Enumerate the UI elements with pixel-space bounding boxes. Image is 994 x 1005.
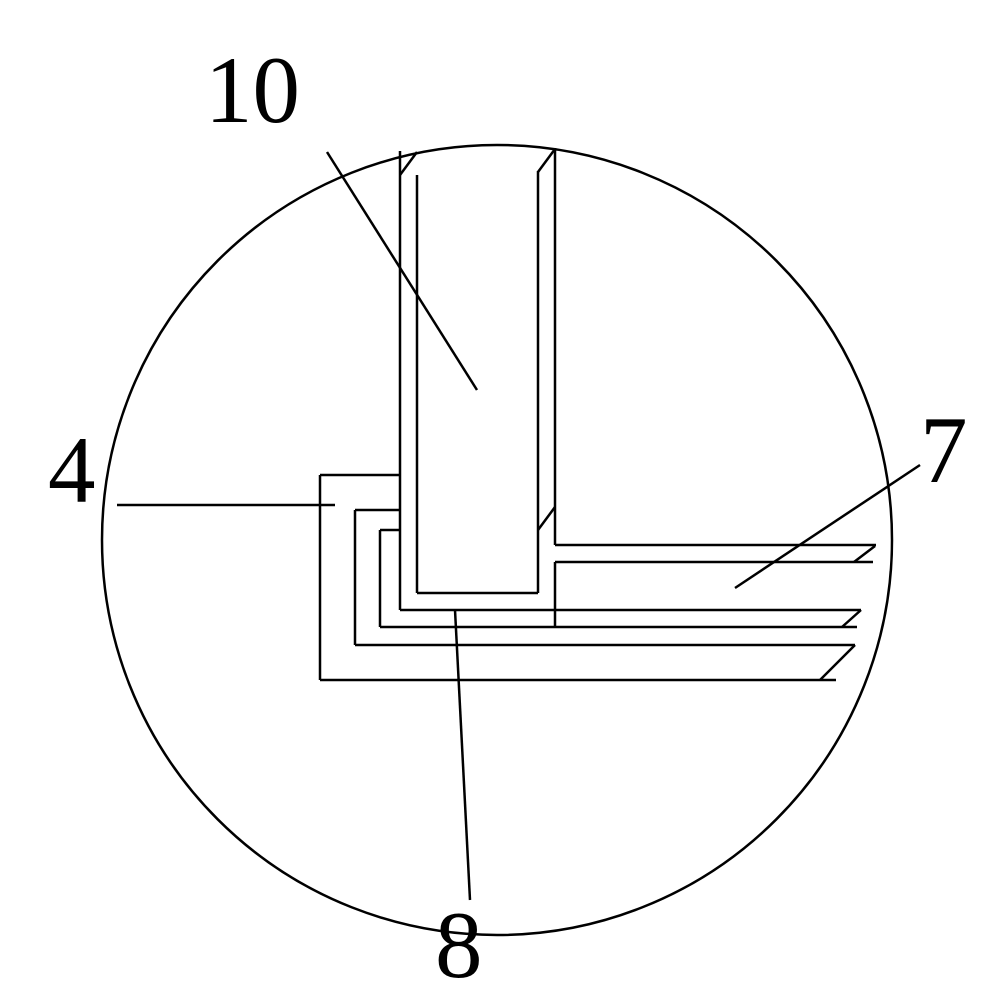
label-4: 4 (48, 415, 96, 525)
vertical-part-10 (400, 148, 555, 610)
detail-circle (102, 145, 892, 935)
technical-diagram: 10 7 4 8 (0, 0, 994, 1000)
leader-lines (117, 152, 920, 900)
label-7: 7 (920, 395, 968, 505)
inner-bracket-8 (380, 530, 555, 627)
diagram-svg (0, 0, 994, 1000)
label-10: 10 (205, 35, 300, 145)
label-8: 8 (435, 890, 483, 1000)
horizontal-part-7 (320, 545, 876, 680)
